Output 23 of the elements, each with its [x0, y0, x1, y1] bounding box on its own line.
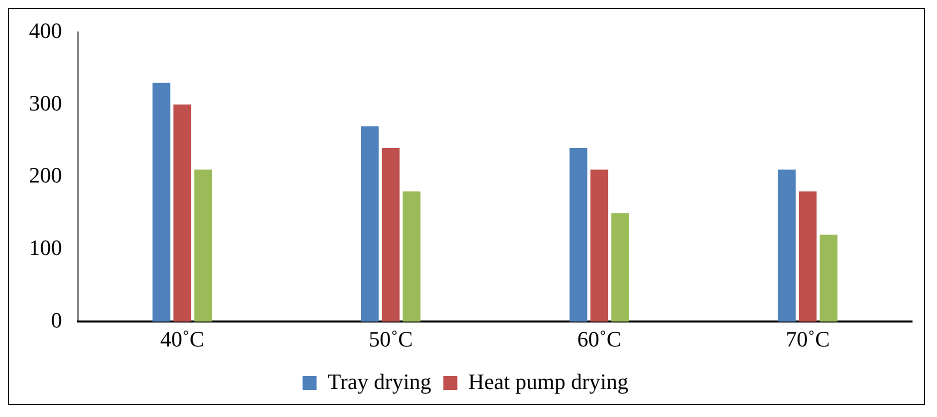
bar	[590, 170, 608, 322]
legend-label: Tray drying	[328, 368, 432, 394]
bar	[152, 82, 170, 322]
bar	[194, 170, 212, 322]
y-tick-label: 100	[29, 235, 62, 260]
y-tick-label: 200	[29, 162, 62, 188]
x-tick-label: 60˚C	[577, 326, 622, 352]
bar	[611, 213, 629, 322]
y-tick-label: 0	[51, 307, 62, 332]
x-tick-label: 70˚C	[786, 326, 830, 352]
bar	[570, 148, 588, 322]
y-tick-label: 400	[29, 18, 62, 43]
bar	[798, 191, 817, 322]
bar	[361, 126, 379, 322]
bar	[778, 170, 796, 322]
bar	[173, 104, 192, 322]
legend-label: Heat pump drying	[468, 368, 628, 394]
bar	[402, 191, 420, 322]
y-tick-label: 300	[29, 90, 62, 116]
bar	[382, 148, 400, 322]
x-tick-label: 50˚C	[368, 326, 413, 352]
bar	[820, 234, 838, 322]
x-tick-label: 40˚C	[160, 326, 204, 352]
